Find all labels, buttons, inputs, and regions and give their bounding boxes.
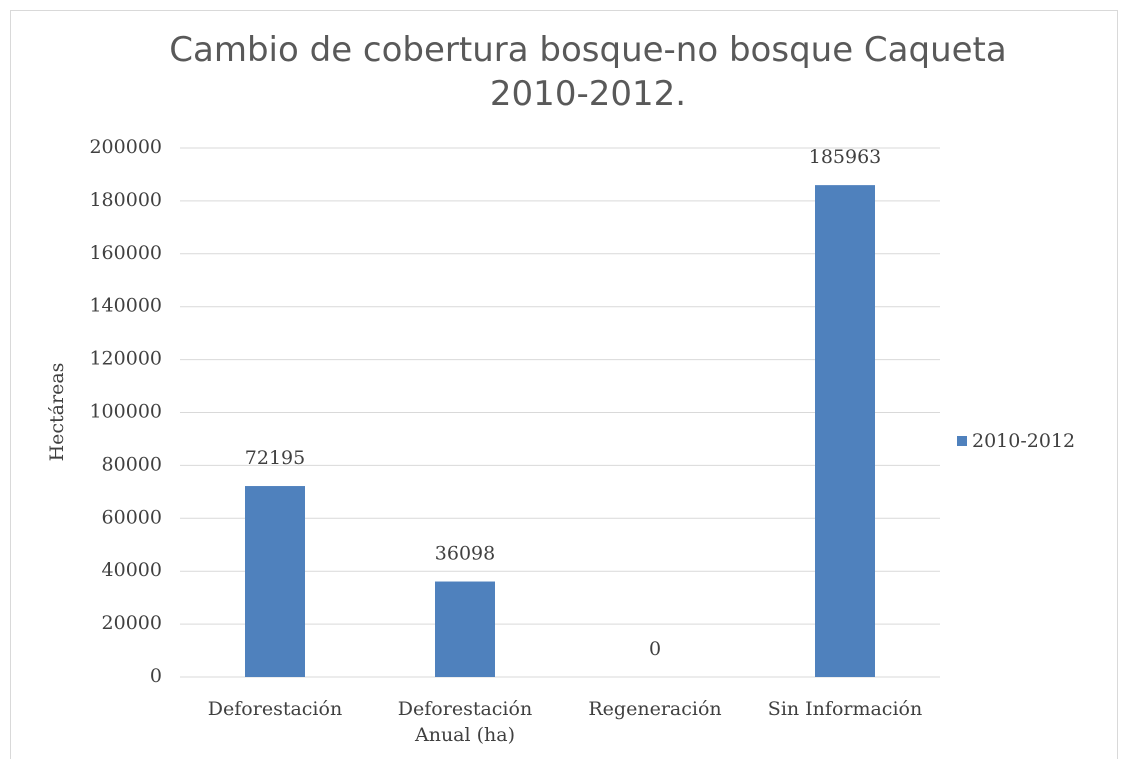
bar bbox=[815, 185, 875, 677]
y-tick-label: 20000 bbox=[102, 612, 162, 634]
data-label: 0 bbox=[649, 638, 661, 660]
y-tick-label: 140000 bbox=[89, 295, 162, 317]
legend-label: 2010-2012 bbox=[972, 430, 1075, 452]
y-tick-label: 100000 bbox=[89, 401, 162, 423]
bar bbox=[435, 581, 495, 677]
y-tick-label: 120000 bbox=[89, 348, 162, 370]
y-tick-label: 200000 bbox=[89, 136, 162, 158]
y-tick-label: 180000 bbox=[89, 189, 162, 211]
legend-swatch bbox=[957, 436, 967, 446]
x-tick-label: Sin Información bbox=[767, 698, 923, 720]
data-label: 185963 bbox=[809, 146, 882, 168]
x-tick-label: Deforestación Anual (ha) bbox=[397, 698, 533, 746]
chart-border bbox=[10, 10, 1118, 759]
data-label: 72195 bbox=[245, 447, 305, 469]
y-tick-label: 0 bbox=[150, 665, 162, 687]
x-tick-label: Regeneración bbox=[588, 698, 722, 720]
bar bbox=[245, 486, 305, 677]
chart-title: Cambio de cobertura bosque-no bosque Caq… bbox=[169, 30, 1007, 114]
y-tick-label: 60000 bbox=[102, 506, 162, 528]
y-tick-label: 40000 bbox=[102, 559, 162, 581]
x-tick-label: Deforestación bbox=[207, 698, 343, 720]
y-axis-label: Hectáreas bbox=[46, 363, 68, 462]
data-label: 36098 bbox=[435, 543, 495, 565]
y-tick-label: 160000 bbox=[89, 242, 162, 264]
y-tick-label: 80000 bbox=[102, 453, 162, 475]
